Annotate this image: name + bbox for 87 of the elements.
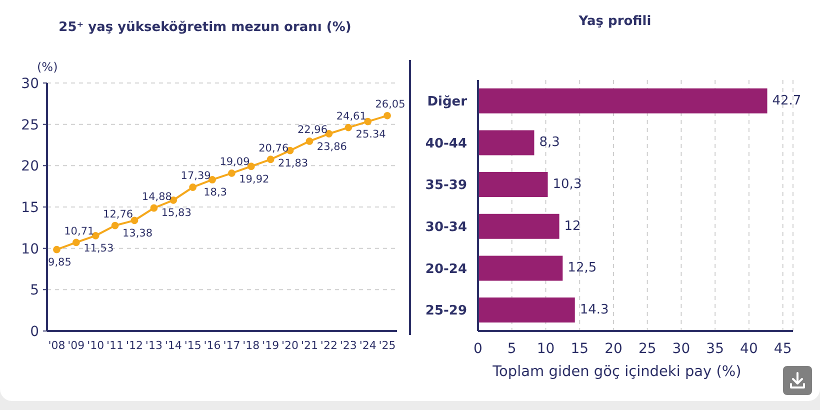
y-tick-label: 25-29 — [425, 304, 467, 319]
y-tick-label: 20 — [21, 158, 39, 175]
x-tick-label: '18 — [242, 338, 260, 352]
data-label: 20,76 — [258, 142, 289, 154]
bar — [478, 88, 768, 114]
chart-title: 25⁺ yaş yükseköğretim mezun oranı (%) — [58, 20, 352, 35]
data-label: 8,3 — [539, 135, 560, 150]
point — [384, 112, 391, 120]
point — [344, 124, 352, 132]
y-axis-title: (%) — [37, 60, 58, 74]
x-axis-title: Toplam giden göç içindeki pay (%) — [492, 364, 742, 380]
y-tick-label: 30 — [21, 76, 39, 92]
x-tick-label: 20 — [604, 340, 622, 357]
point — [364, 118, 372, 126]
x-tick-label: '22 — [320, 338, 338, 352]
y-tick-label: 0 — [30, 324, 39, 340]
y-tick-label: 10 — [21, 241, 39, 258]
x-tick-label: '13 — [145, 338, 162, 352]
point — [228, 169, 236, 177]
data-label: 10,71 — [64, 225, 94, 238]
y-tick-label: 15 — [21, 200, 39, 216]
x-tick-label: '12 — [126, 338, 144, 352]
x-tick-label: 5 — [507, 340, 516, 357]
y-tick-label: Diğer — [427, 94, 468, 110]
data-label: 26,05 — [375, 98, 406, 111]
x-tick-label: '23 — [340, 338, 357, 352]
x-tick-label: '09 — [68, 338, 85, 352]
bar — [478, 298, 575, 323]
x-tick-label: 45 — [774, 340, 792, 357]
bar — [478, 256, 563, 281]
y-tick-label: 40-44 — [425, 136, 467, 152]
x-tick-label: '21 — [300, 338, 318, 352]
data-label: 10,3 — [552, 177, 582, 192]
y-tick-label: 5 — [30, 282, 39, 299]
data-label: 19,92 — [239, 173, 270, 186]
x-tick-label: 15 — [570, 340, 589, 357]
data-label: 12,76 — [103, 208, 134, 221]
bar — [478, 214, 560, 239]
bar — [478, 172, 548, 198]
x-tick-label: '19 — [262, 338, 280, 352]
data-label: 25.34 — [356, 128, 386, 141]
x-tick-label: 35 — [706, 340, 724, 357]
point — [72, 238, 80, 246]
x-tick-label: '24 — [359, 338, 376, 352]
point — [306, 137, 314, 145]
x-tick-label: '17 — [223, 338, 240, 352]
data-label: 23,86 — [316, 140, 348, 153]
x-tick-label: '15 — [184, 338, 202, 352]
x-tick-label: 40 — [740, 340, 758, 357]
data-label: 11,53 — [84, 242, 114, 255]
x-tick-label: '14 — [164, 338, 182, 352]
y-tick-label: 30-34 — [425, 220, 467, 236]
data-label: 22,96 — [297, 124, 328, 136]
x-tick-label: '08 — [48, 338, 66, 352]
x-tick-label: '20 — [282, 338, 299, 352]
data-label: 19,09 — [220, 156, 250, 168]
x-tick-label: '25 — [378, 338, 396, 352]
chart-title: Yaş profili — [578, 14, 652, 29]
data-label: 14.3 — [580, 302, 609, 318]
x-tick-label: 0 — [474, 340, 482, 357]
data-label: 12 — [564, 218, 581, 234]
data-label: 14,88 — [142, 190, 172, 203]
data-label: 9,85 — [48, 256, 72, 269]
data-label: 42.7 — [772, 93, 802, 108]
data-label: 24,61 — [336, 110, 366, 123]
y-tick-label: 25 — [21, 117, 39, 134]
y-tick-label: 20-24 — [425, 262, 467, 277]
data-label: 13,38 — [122, 227, 153, 240]
point — [130, 216, 138, 224]
data-label: 18,3 — [204, 186, 227, 199]
y-tick-label: 35-39 — [425, 178, 467, 194]
data-label: 15,83 — [161, 207, 192, 220]
point — [189, 184, 197, 191]
x-tick-label: 10 — [536, 340, 555, 357]
bar — [478, 130, 534, 156]
data-label: 21,83 — [278, 158, 308, 170]
point — [53, 246, 60, 254]
data-label: 17,39 — [180, 170, 211, 182]
x-tick-label: '10 — [87, 338, 104, 352]
x-tick-label: '16 — [204, 338, 221, 352]
point — [266, 156, 274, 164]
x-tick-label: '11 — [106, 338, 124, 352]
point — [150, 204, 158, 212]
x-tick-label: 30 — [672, 340, 690, 357]
x-tick-label: 25 — [638, 340, 656, 357]
data-label: 12,5 — [568, 260, 597, 276]
point — [111, 222, 119, 230]
